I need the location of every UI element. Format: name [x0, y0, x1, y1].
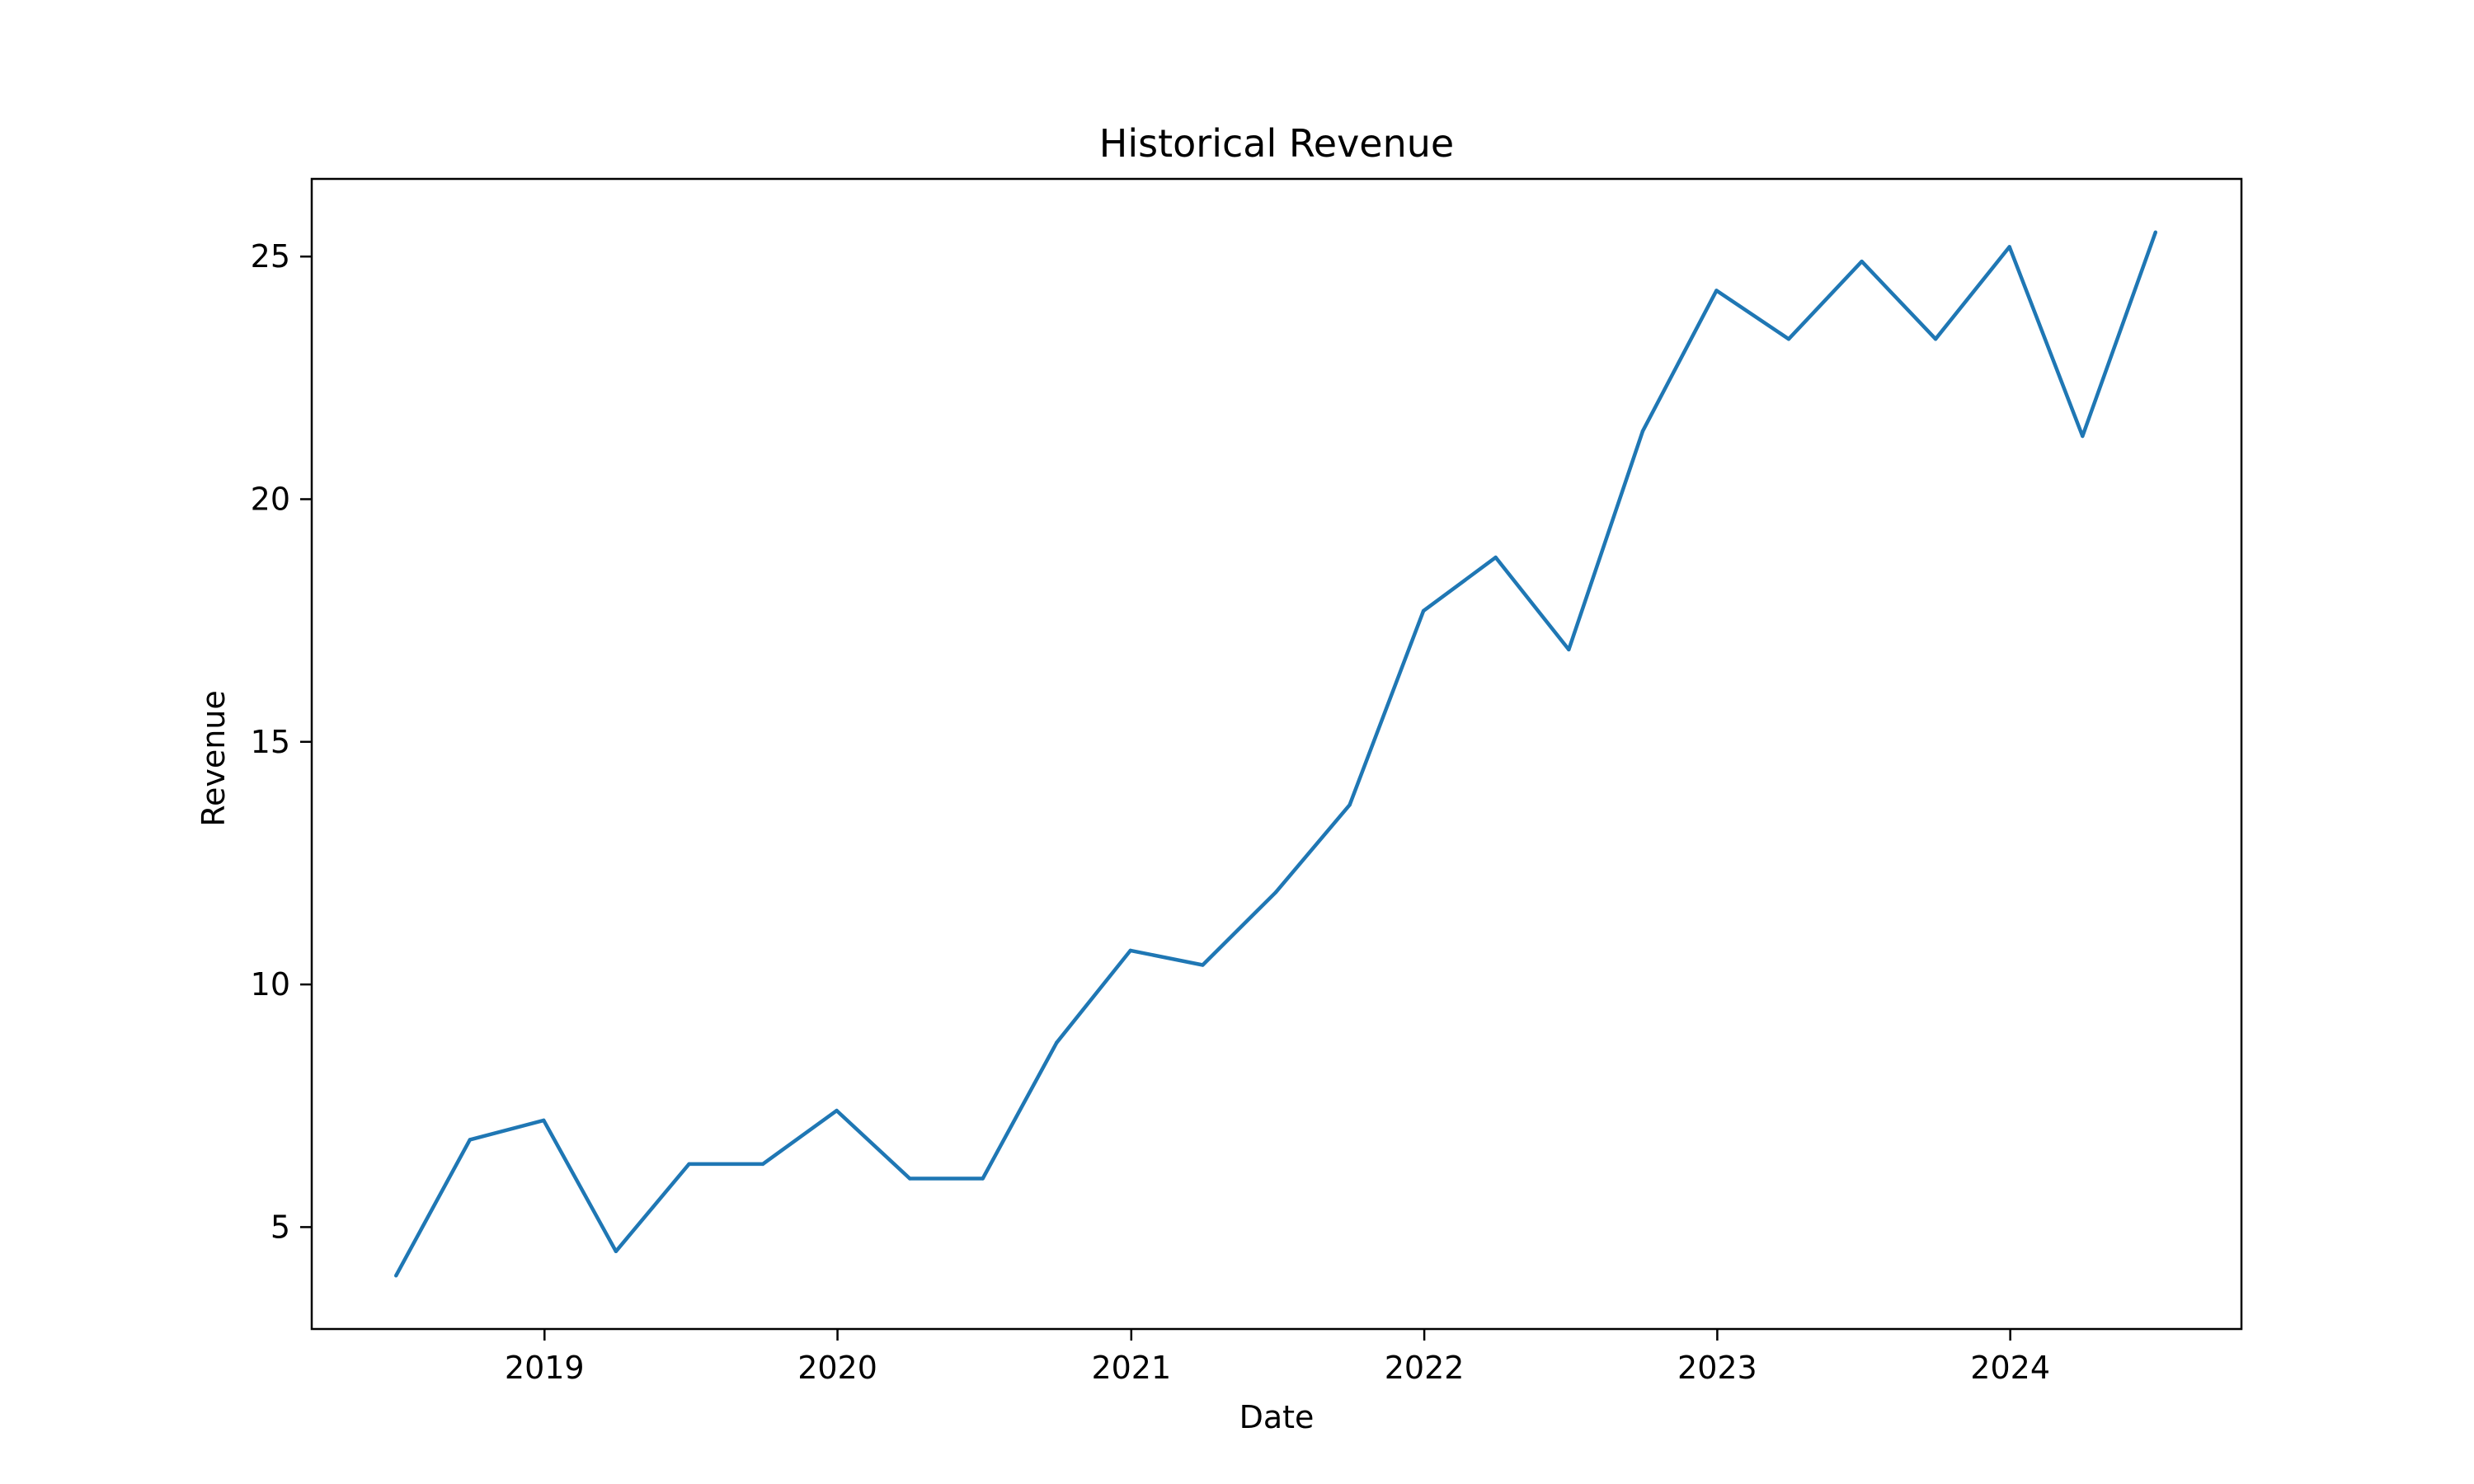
- data-point: [908, 1176, 912, 1181]
- data-point: [1786, 337, 1791, 341]
- data-point: [1055, 1040, 1059, 1045]
- y-axis-label: Revenue: [195, 690, 232, 827]
- data-point: [2081, 434, 2085, 439]
- data-point: [614, 1249, 618, 1254]
- y-tick-label: 20: [251, 481, 290, 517]
- x-tick-label: 2021: [1091, 1350, 1171, 1386]
- data-point: [2007, 245, 2011, 249]
- data-point: [1933, 337, 1938, 341]
- data-point: [1348, 803, 1352, 807]
- data-point: [1201, 963, 1205, 967]
- x-tick-label: 2020: [797, 1350, 877, 1386]
- data-point: [1640, 429, 1645, 434]
- data-point: [1128, 948, 1133, 953]
- data-point: [1421, 608, 1426, 613]
- y-tick-label: 25: [251, 238, 290, 275]
- data-point: [687, 1162, 691, 1167]
- data-point: [542, 1118, 546, 1123]
- data-point: [760, 1162, 765, 1167]
- data-point: [468, 1138, 472, 1142]
- y-tick-label: 10: [251, 966, 290, 1003]
- y-tick-label: 5: [270, 1209, 290, 1245]
- x-tick-label: 2023: [1677, 1350, 1757, 1386]
- y-tick-label: 15: [251, 724, 290, 760]
- data-point: [2153, 230, 2157, 234]
- data-point: [394, 1274, 398, 1278]
- series-layer: [394, 230, 2157, 1278]
- chart-title: Historical Revenue: [1099, 121, 1454, 166]
- data-point: [981, 1176, 985, 1181]
- data-point: [1860, 259, 1864, 264]
- x-tick-label: 2024: [1970, 1350, 2050, 1386]
- data-point: [1273, 890, 1278, 895]
- x-tick-label: 2022: [1385, 1350, 1465, 1386]
- data-point: [1714, 289, 1719, 293]
- y-axis: 5 10 15 20 25: [251, 238, 312, 1245]
- x-axis-label: Date: [1239, 1399, 1315, 1435]
- data-point: [1567, 647, 1571, 652]
- data-point: [1493, 555, 1498, 560]
- x-axis: 2019 2020 2021 2022 2023 2024: [505, 1329, 2050, 1386]
- x-tick-label: 2019: [505, 1350, 585, 1386]
- axes-frame: [310, 177, 2243, 1331]
- data-point: [835, 1108, 839, 1113]
